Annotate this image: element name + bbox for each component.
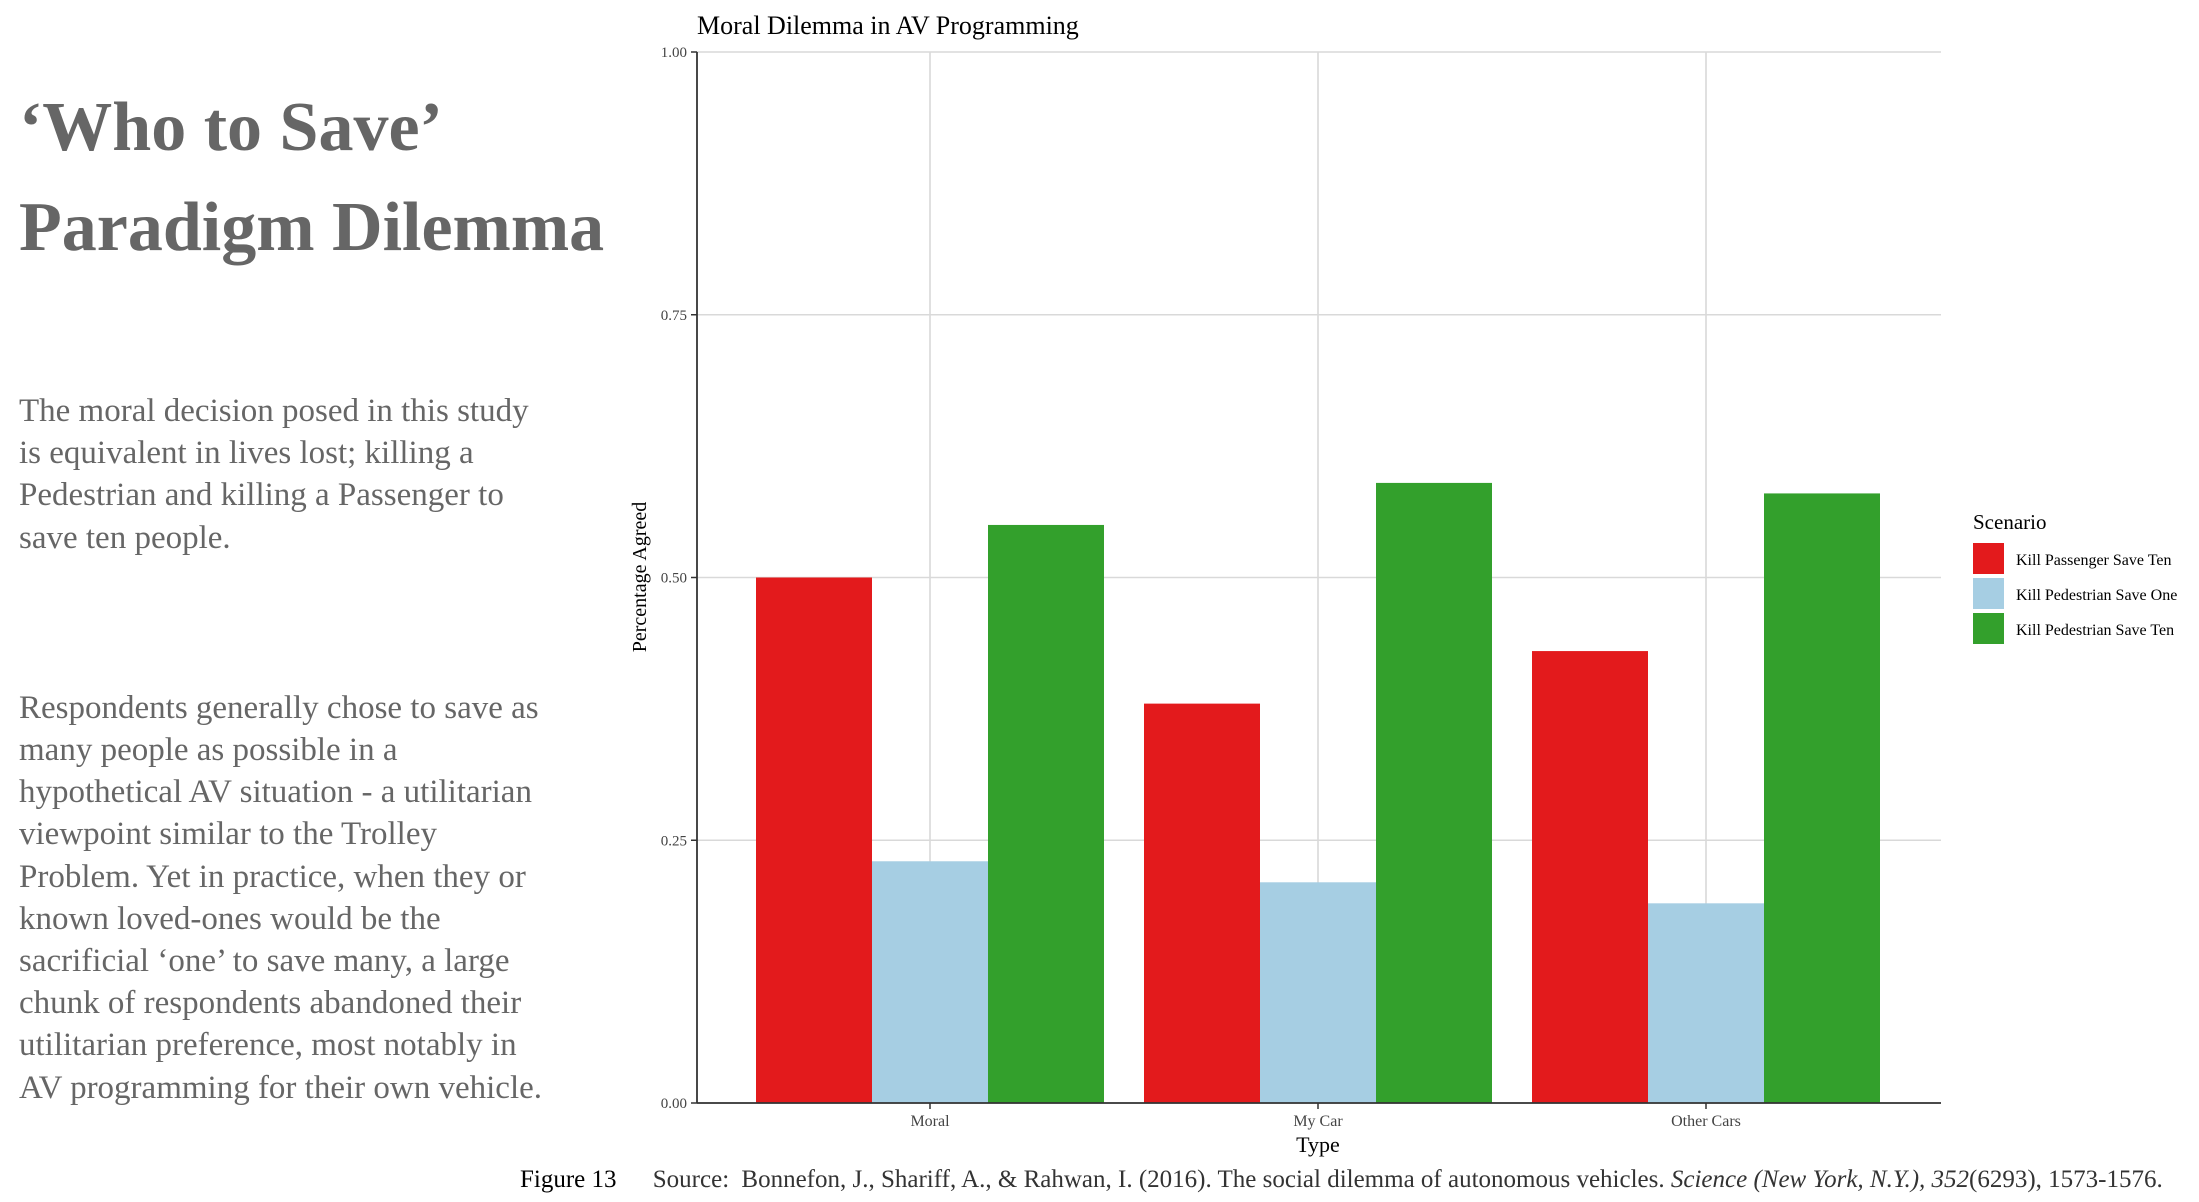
chart-bars	[756, 482, 1880, 1103]
bar	[1764, 493, 1880, 1103]
citation-text: Bonnefon, J., Shariff, A., & Rahwan, I. …	[741, 1166, 1671, 1193]
y-tick-label: 0.50	[661, 571, 687, 587]
legend-label: Kill Pedestrian Save Ten	[2016, 622, 2174, 639]
y-tick-label: 0.75	[661, 308, 687, 324]
citation-journal: Science (New York, N.Y.),	[1670, 1166, 1926, 1193]
y-tick-label: 1.00	[661, 45, 687, 61]
y-tick-label: 0.25	[661, 833, 687, 849]
figure-label: Figure 13	[520, 1166, 617, 1193]
chart-title: Moral Dilemma in AV Programming	[697, 11, 1079, 40]
x-axis-title: Type	[1296, 1132, 1340, 1157]
chart-legend: Scenario Kill Passenger Save Ten Kill Ped…	[1973, 510, 2177, 644]
bar	[756, 577, 872, 1103]
bar	[872, 861, 988, 1103]
y-axis-title: Percentage Agreed	[629, 502, 651, 652]
bar	[1144, 703, 1260, 1103]
legend-swatch	[1973, 613, 2004, 644]
bar	[1260, 882, 1376, 1103]
legend-label: Kill Pedestrian Save One	[2016, 587, 2177, 604]
legend-title: Scenario	[1973, 510, 2046, 534]
legend-swatch	[1973, 578, 2004, 609]
findings-paragraph: Respondents generally chose to save as m…	[19, 689, 543, 1106]
bar	[1376, 482, 1492, 1103]
legend-label: Kill Passenger Save Ten	[2016, 552, 2171, 569]
figure-caption: Figure 13 Source: Bonnefon, J., Shariff,…	[520, 1166, 2199, 1194]
legend-swatch	[1973, 543, 2004, 574]
bar	[1532, 651, 1648, 1103]
slide-heading: ‘Who to Save’ Paradigm Dilemma	[19, 89, 605, 266]
x-tick-label: Other Cars	[1671, 1113, 1741, 1130]
chart-tick-labels: 0.00 0.25 0.50 0.75 1.00 Moral My Car Other Car…	[661, 45, 1741, 1130]
bar	[988, 524, 1104, 1103]
intro-paragraph: The moral decision posed in this study i…	[19, 393, 529, 556]
bar-chart: 0.00 0.25 0.50 0.75 1.00 Moral My Car Other Car…	[629, 11, 2177, 1157]
x-tick-label: My Car	[1293, 1113, 1343, 1130]
citation-volume: 352	[1931, 1166, 1970, 1193]
chart-axes	[691, 51, 1941, 1109]
citation-pages: (6293), 1573-1576.	[1969, 1166, 2163, 1193]
y-tick-label: 0.00	[661, 1096, 687, 1112]
bar	[1648, 903, 1764, 1103]
source-label: Source:	[652, 1166, 730, 1193]
x-tick-label: Moral	[910, 1113, 950, 1130]
left-panel: ‘Who to Save’ Paradigm Dilemma The moral…	[19, 78, 619, 1109]
